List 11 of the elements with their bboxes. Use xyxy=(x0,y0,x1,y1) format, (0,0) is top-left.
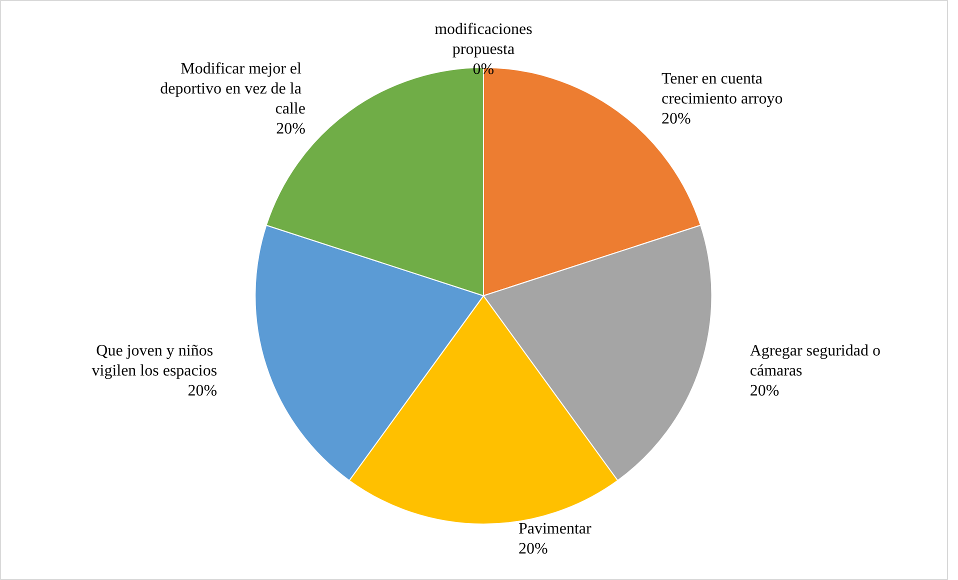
data-label: 20% xyxy=(661,110,691,128)
slice-label: Tener en cuenta crecimiento arroyo xyxy=(661,70,783,108)
slice-label: Modificar mejor el deportivo en vez de la calle xyxy=(160,60,306,118)
data-label: 20% xyxy=(276,120,306,138)
category-label: modificaciones propuesta xyxy=(434,20,532,58)
slice-label: Que joven y niños vigilen los espacios xyxy=(92,342,218,380)
data-label: 20% xyxy=(188,382,218,400)
data-label: 20% xyxy=(750,382,780,400)
slice-label: Agregar seguridad o cámaras xyxy=(750,342,884,380)
data-label: 20% xyxy=(518,540,548,558)
slice-label: Pavimentar xyxy=(518,520,592,538)
